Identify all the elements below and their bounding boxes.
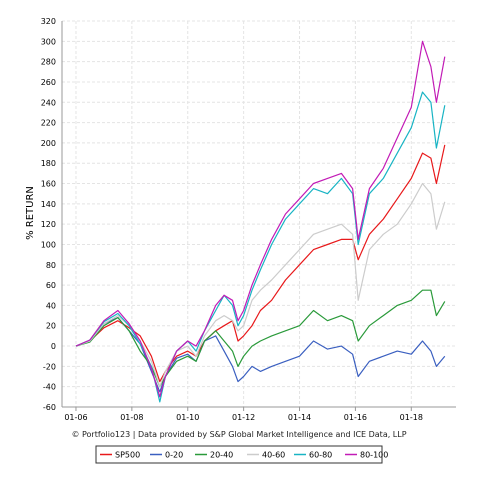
legend-label: 40-60 bbox=[262, 451, 285, 460]
y-tick-label: 320 bbox=[41, 17, 56, 26]
y-tick-label: 0 bbox=[51, 342, 56, 351]
y-tick-label: 160 bbox=[41, 180, 56, 189]
gridlines bbox=[62, 20, 456, 408]
y-tick-label: 100 bbox=[41, 240, 56, 249]
x-tick-label: 01-10 bbox=[176, 413, 199, 422]
legend-item-0-20: 0-20 bbox=[150, 451, 183, 460]
legend-box bbox=[95, 445, 383, 464]
y-tick-label: 120 bbox=[41, 220, 56, 229]
legend-label: 60-80 bbox=[309, 451, 332, 460]
y-tick-label: -60 bbox=[43, 403, 56, 412]
legend-label: 0-20 bbox=[165, 451, 183, 460]
series-line-80-100 bbox=[75, 40, 446, 398]
series-line-0-20 bbox=[75, 317, 446, 393]
y-tick-label: 20 bbox=[46, 322, 56, 331]
x-tick-label: 01-06 bbox=[64, 413, 87, 422]
y-tick-label: 140 bbox=[41, 200, 56, 209]
y-tick-label: 40 bbox=[46, 301, 56, 310]
series-line-sp500 bbox=[75, 144, 446, 383]
y-tick-label: 200 bbox=[41, 139, 56, 148]
y-axis-label: % RETURN bbox=[25, 186, 36, 240]
y-tick-label: -20 bbox=[43, 362, 56, 371]
plot-area bbox=[61, 21, 456, 408]
y-tick-label: -40 bbox=[43, 383, 56, 392]
series-lines bbox=[75, 40, 446, 403]
y-tick-label: 220 bbox=[41, 119, 56, 128]
y-axis-ticks: -60 -40 -20 0 20 40 60 80 100 120 140 160 180 200 220 2… bbox=[41, 17, 56, 412]
legend-item-60-80: 60-80 bbox=[294, 451, 332, 460]
y-tick-label: 260 bbox=[41, 78, 56, 87]
x-tick-label: 01-08 bbox=[120, 413, 143, 422]
x-tick-label: 01-16 bbox=[344, 413, 367, 422]
legend-item-80-100: 80-100 bbox=[345, 451, 388, 460]
legend-item-sp500: SP500 bbox=[100, 451, 140, 460]
y-tick-label: 80 bbox=[46, 261, 56, 270]
y-tick-label: 280 bbox=[41, 58, 56, 67]
x-axis-ticks: 01-06 01-08 01-10 01-12 01-14 01-16 01-18 bbox=[64, 407, 423, 422]
legend-item-20-40: 20-40 bbox=[195, 451, 233, 460]
x-tick-label: 01-12 bbox=[232, 413, 255, 422]
y-tick-label: 300 bbox=[41, 37, 56, 46]
legend-label: 20-40 bbox=[210, 451, 233, 460]
legend-label: 80-100 bbox=[360, 451, 388, 460]
legend-item-40-60: 40-60 bbox=[247, 451, 285, 460]
x-tick-label: 01-14 bbox=[288, 413, 311, 422]
y-tick-label: 240 bbox=[41, 98, 56, 107]
y-tick-label: 180 bbox=[41, 159, 56, 168]
series-line-40-60 bbox=[75, 182, 446, 388]
data-credit: © Portfolio123 | Data provided by S&P Gl… bbox=[71, 430, 406, 439]
x-tick-label: 01-18 bbox=[400, 413, 423, 422]
legend: SP500 0-20 20-40 40-60 60-80 80-100 bbox=[95, 445, 388, 464]
legend-label: SP500 bbox=[115, 451, 140, 460]
y-tick-label: 60 bbox=[46, 281, 56, 290]
